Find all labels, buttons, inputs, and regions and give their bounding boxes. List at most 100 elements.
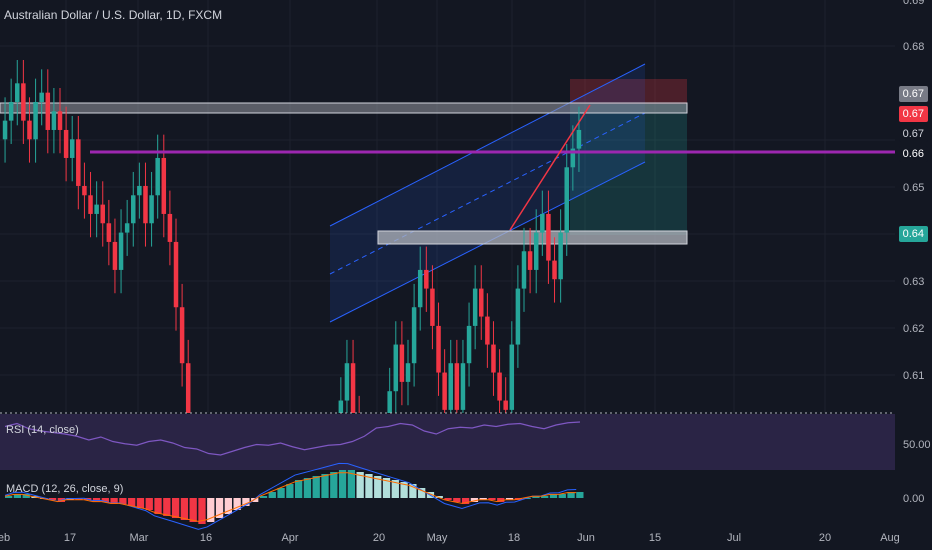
macd-bar: [321, 474, 329, 498]
macd-bar: [75, 498, 83, 500]
macd-bar: [5, 496, 13, 498]
candle-body: [521, 251, 527, 289]
macd-bar: [92, 498, 101, 502]
macd-bar: [110, 498, 118, 504]
channel-upper-line[interactable]: [329, 63, 646, 227]
macd-bar: [189, 498, 197, 522]
candle-body: [57, 111, 63, 130]
resistance-zone[interactable]: [0, 102, 688, 114]
macd-bar: [295, 480, 303, 498]
position-stop-zone[interactable]: [570, 79, 687, 104]
macd-bar: [22, 494, 30, 498]
macd-label: MACD (12, 26, close, 9): [6, 483, 124, 495]
candle-body: [344, 363, 350, 401]
rsi-line: [4, 421, 581, 456]
macd-bar: [119, 498, 127, 504]
candle-body: [106, 223, 112, 242]
candle-body: [393, 344, 399, 392]
time-axis-label: 15: [649, 532, 661, 544]
macd-bar: [330, 472, 338, 498]
signal-line: [4, 472, 577, 522]
candle-body: [350, 363, 356, 413]
price-tag: 0.67: [898, 126, 928, 142]
candle-body: [417, 269, 423, 308]
price-axis-label: 0.63: [903, 276, 924, 288]
candle-body: [45, 92, 51, 130]
time-axis-label: 17: [64, 532, 76, 544]
macd-bar: [233, 498, 241, 510]
candle-body: [564, 167, 569, 233]
macd-bar: [198, 498, 206, 524]
candle-body: [112, 241, 118, 270]
time-axis-label: 18: [508, 532, 520, 544]
candle-body: [167, 213, 173, 242]
candle-body: [466, 325, 472, 364]
macd-bar: [338, 470, 347, 498]
macd-bar: [567, 492, 575, 498]
time-axis-label: 20: [819, 532, 831, 544]
candle-body: [479, 288, 484, 317]
candle-body: [448, 363, 453, 410]
macd-bar: [558, 494, 566, 498]
price-tag: 0.67: [898, 86, 928, 102]
candle-body: [399, 344, 405, 382]
time-axis-label: Aug: [880, 532, 900, 544]
macd-bar: [461, 498, 470, 504]
candle-body: [2, 120, 8, 140]
candle-body: [540, 213, 545, 233]
macd-bar: [224, 498, 232, 514]
time-axis-label: Mar: [130, 532, 149, 544]
macd-bar: [435, 496, 443, 498]
position-target-zone[interactable]: [570, 104, 687, 235]
candle-body: [509, 344, 515, 410]
macd-bar: [479, 498, 487, 500]
price-tag: 0.67: [898, 106, 928, 122]
candle-body: [497, 372, 502, 401]
candle-body: [69, 139, 75, 158]
macd-bar: [207, 498, 215, 522]
price-axis-label: 0.62: [903, 323, 924, 335]
price-tag: 0.66: [898, 146, 928, 162]
candle-body: [503, 400, 508, 410]
price-axis-label: 0.65: [903, 182, 924, 194]
candle-body: [485, 316, 490, 345]
candle-body: [100, 204, 105, 224]
candle-body: [15, 83, 20, 102]
time-axis-label: Jul: [727, 532, 741, 544]
candle-body: [576, 129, 582, 149]
macd-bar: [488, 498, 496, 500]
candle-body: [131, 195, 136, 224]
time-axis-label: Jun: [577, 532, 595, 544]
support-zone[interactable]: [377, 230, 688, 245]
candles: [2, 59, 582, 413]
macd-bar: [418, 488, 426, 498]
candle-body: [558, 232, 563, 280]
macd-bar: [374, 476, 382, 498]
grid: [0, 0, 895, 413]
macd-bar: [505, 498, 514, 500]
rising-channel[interactable]: [330, 64, 645, 322]
price-axis-label: 0.68: [903, 41, 924, 53]
macd-bar: [576, 492, 584, 498]
macd-bar: [549, 494, 558, 498]
macd-bar: [215, 498, 224, 518]
macd-bar: [163, 498, 171, 516]
price-axis-label: 0.61: [903, 370, 924, 382]
candle-body: [533, 232, 539, 270]
time-axis[interactable]: eb 17 Mar 16 Apr 20 May 18 Jun 15 Jul 20 Aug: [0, 532, 900, 544]
candle-body: [527, 251, 533, 270]
channel-mid-line[interactable]: [329, 112, 646, 275]
macd-line: [4, 462, 577, 530]
red-trend-line[interactable]: [509, 104, 591, 231]
macd-bar: [444, 498, 452, 500]
candle-body: [454, 363, 460, 410]
macd-bar: [286, 484, 294, 498]
macd-bar: [128, 498, 136, 506]
rsi-pane: [0, 414, 895, 470]
macd-bar: [268, 492, 276, 498]
macd-bar: [145, 498, 153, 510]
macd-bar: [356, 472, 364, 498]
candle-body: [442, 372, 447, 410]
candle-body: [51, 111, 57, 130]
